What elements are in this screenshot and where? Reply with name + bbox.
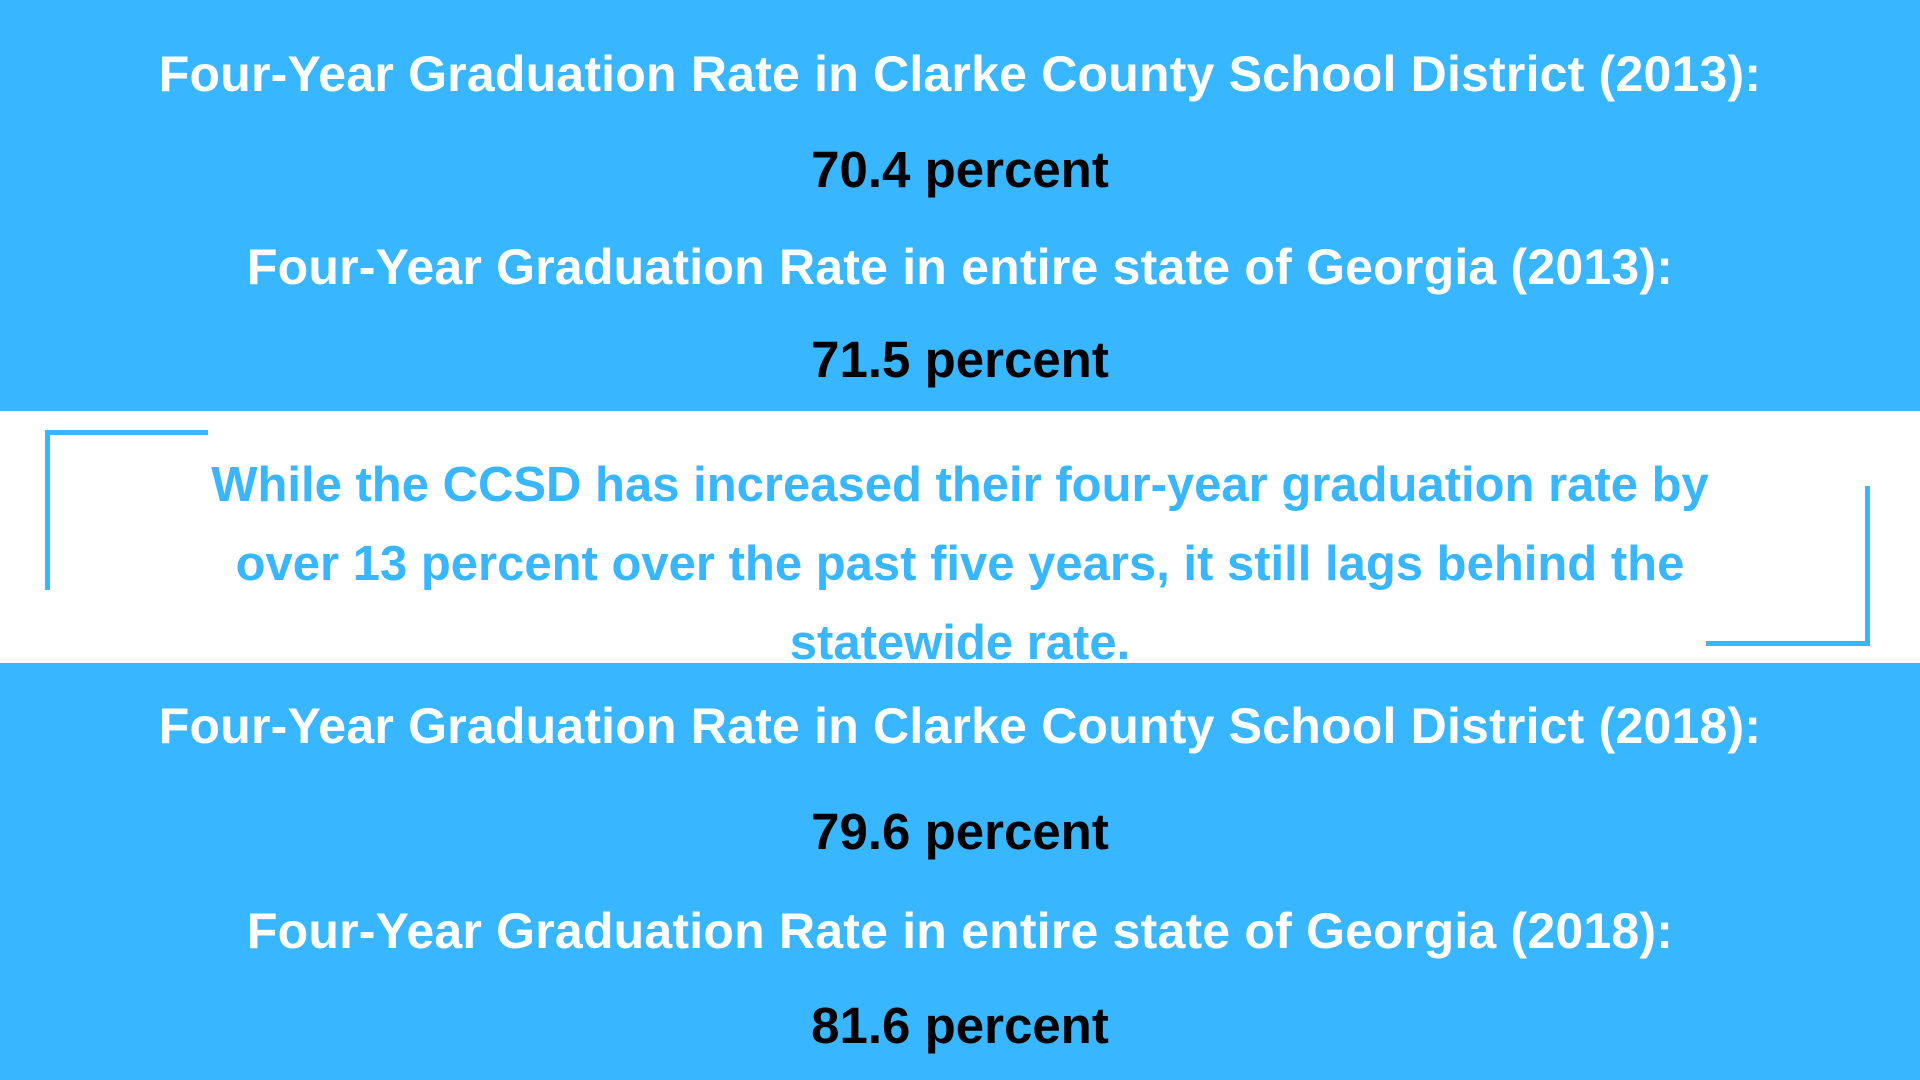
summary-quote-line-1: While the CCSD has increased their four-… [211,458,1709,512]
georgia-2018-value: 81.6 percent [811,997,1109,1054]
quote-bracket-bottom-right-vertical [1865,486,1870,646]
quote-bracket-top-left-vertical [45,430,50,590]
top-stats-panel [0,0,1920,411]
georgia-2013-value: 71.5 percent [811,331,1109,388]
ccsd-2013-value: 70.4 percent [811,141,1109,198]
georgia-2018-label: Four-Year Graduation Rate in entire stat… [246,903,1674,959]
summary-quote: While the CCSD has increased their four-… [120,446,1800,683]
quote-panel [0,411,1920,663]
ccsd-2013-label: Four-Year Graduation Rate in Clarke Coun… [158,46,1762,102]
quote-bracket-bottom-right-horizontal [1706,641,1870,646]
quote-bracket-top-left-horizontal [45,430,208,435]
bottom-stats-panel [0,663,1920,1080]
ccsd-2018-value: 79.6 percent [811,803,1109,860]
summary-quote-line-2: over 13 percent over the past five years… [235,537,1685,591]
georgia-2013-label: Four-Year Graduation Rate in entire stat… [246,239,1674,295]
summary-quote-line-3: statewide rate. [789,616,1131,670]
ccsd-2018-label: Four-Year Graduation Rate in Clarke Coun… [158,698,1762,754]
